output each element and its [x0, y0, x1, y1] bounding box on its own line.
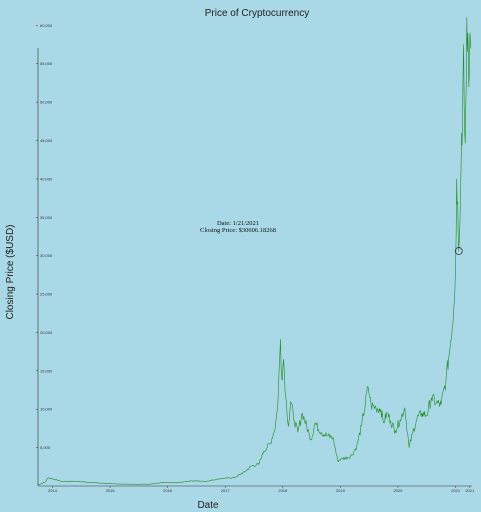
y-tick-label: 25,000	[40, 292, 53, 297]
x-axis-label: Date	[197, 500, 219, 511]
y-tick-label: 30,000	[40, 253, 53, 258]
y-tick-label: 10,000	[40, 407, 53, 412]
hover-point-marker[interactable]	[454, 247, 463, 255]
price-series-line	[37, 17, 472, 486]
y-tick-label: 35,000	[40, 215, 53, 220]
y-axis-ticks: 5,000 10,000 15,000 20,000 25,000 30,000 35,00…	[36, 23, 53, 450]
x-tick-label: 2015	[106, 488, 116, 493]
y-tick-label: 55,000	[40, 61, 53, 66]
x-axis-ticks: 2014 2015 2016 2017 2018 2019 2020 2021 2021	[48, 486, 475, 493]
x-tick-label: 2018	[278, 488, 288, 493]
y-tick-label: 45,000	[40, 138, 53, 143]
y-tick-label: 50,000	[40, 100, 53, 105]
x-tick-label: 2021	[465, 488, 475, 493]
tooltip-price: Closing Price: $30606.18268	[200, 227, 276, 234]
y-tick-label: 20,000	[40, 330, 53, 335]
x-tick-label: 2016	[163, 488, 173, 493]
x-tick-label: 2020	[393, 488, 403, 493]
x-tick-label: 2017	[221, 488, 231, 493]
y-axis-label: Closing Price ($USD)	[5, 224, 16, 319]
tooltip-date: Date: 1/21/2021	[217, 220, 259, 227]
x-tick-label: 2014	[48, 488, 58, 493]
x-tick-label: 2019	[336, 488, 346, 493]
y-tick-label: 60,000	[40, 23, 53, 28]
y-tick-label: 15,000	[40, 368, 53, 373]
chart-title: Price of Cryptocurrency	[205, 8, 309, 19]
x-tick-label: 2021	[451, 488, 461, 493]
y-tick-label: 5,000	[40, 445, 51, 450]
y-tick-label: 40,000	[40, 176, 53, 181]
